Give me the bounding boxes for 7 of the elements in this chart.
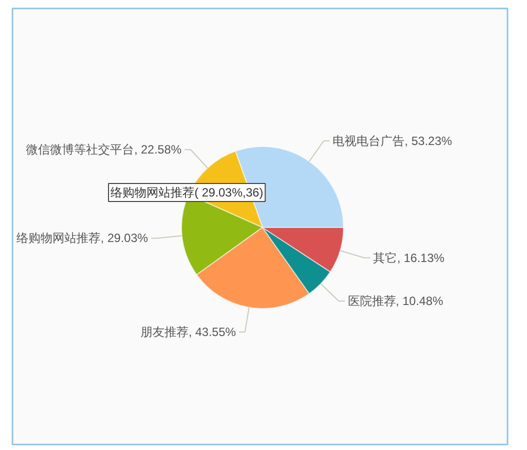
text: 络购物网站推荐( 29.03%,36) (110, 186, 264, 200)
slice-label: 其它, 16.13% (373, 250, 445, 265)
slice-label: 朋友推荐, 43.55% (140, 325, 236, 340)
slice-label: 医院推荐, 10.48% (348, 294, 444, 308)
slice-label: 电视电台广告, 53.23% (332, 134, 452, 148)
slice-label: 络购物网站推荐, 29.03% (16, 231, 148, 246)
slice-label: 微信微博等社交平台, 22.58% (26, 142, 182, 157)
